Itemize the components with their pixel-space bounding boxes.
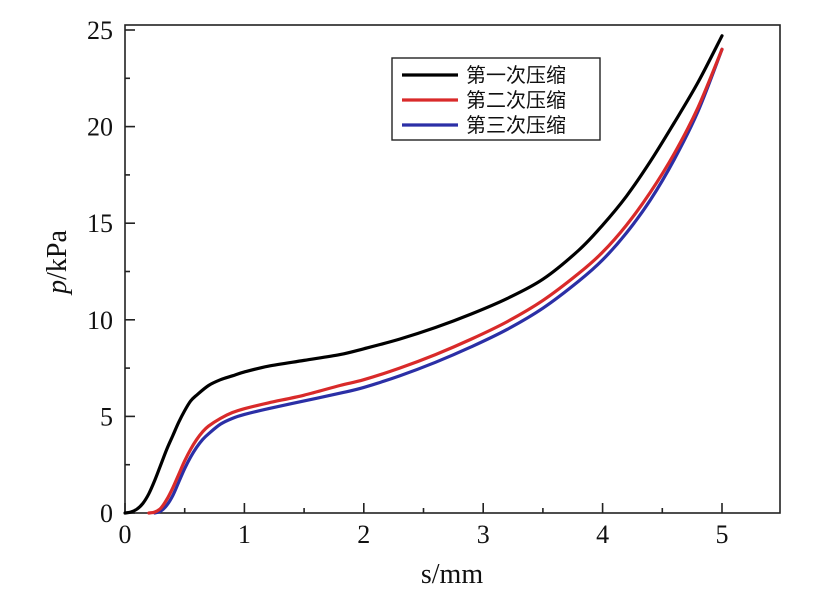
x-tick-label: 5 [716, 520, 729, 549]
series-lines [123, 34, 724, 515]
series-line-1 [123, 34, 724, 515]
legend-label: 第一次压缩 [466, 63, 566, 87]
y-axis-title-symbol: p [42, 280, 73, 296]
legend-label: 第二次压缩 [466, 88, 566, 112]
y-tick-label: 15 [87, 209, 113, 238]
y-tick-label: 10 [87, 306, 113, 335]
x-tick-label: 1 [238, 520, 251, 549]
plot-border [124, 24, 781, 514]
series-line-2 [147, 47, 724, 515]
x-axis-title: s/mm [421, 559, 483, 590]
y-axis-title: p/kPa [42, 230, 73, 296]
x-tick-label: 3 [477, 520, 490, 549]
series-line-3 [153, 47, 724, 515]
y-tick-label: 5 [100, 402, 113, 431]
y-axis-title-unit: /kPa [42, 230, 73, 280]
legend-label: 第三次压缩 [466, 113, 566, 137]
x-tick-label: 4 [596, 520, 609, 549]
x-tick-label: 0 [119, 520, 132, 549]
y-tick-label: 20 [87, 113, 113, 142]
plot-frame [124, 24, 781, 514]
y-tick-label: 0 [100, 499, 113, 528]
y-tick-label: 25 [87, 16, 113, 45]
x-tick-label: 2 [357, 520, 370, 549]
